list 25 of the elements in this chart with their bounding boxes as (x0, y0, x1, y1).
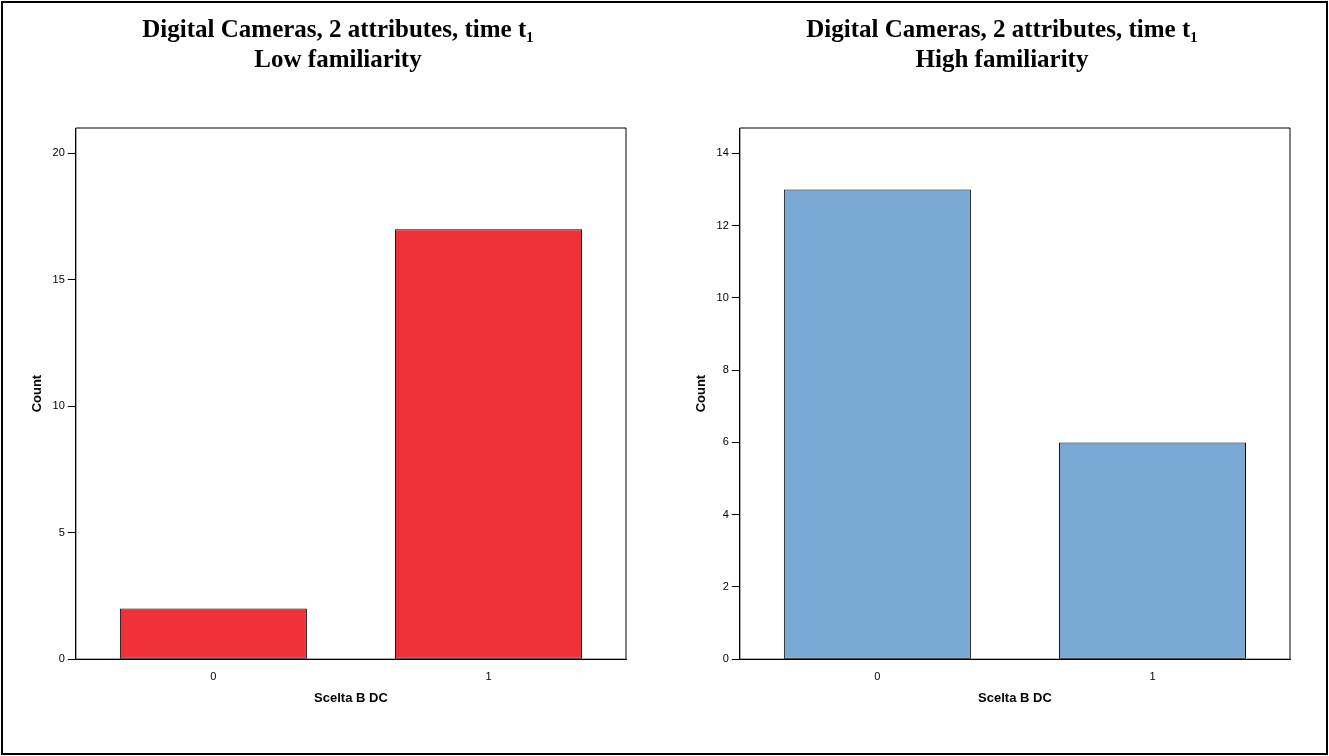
x-tick-label: 0 (874, 669, 881, 682)
y-tick-label: 0 (722, 652, 729, 665)
chart-title: Digital Cameras, 2 attributes, time t₁ (142, 15, 534, 42)
chart-title: Digital Cameras, 2 attributes, time t₁ (806, 15, 1198, 42)
x-axis-title: Scelta B DC (978, 689, 1053, 705)
y-tick-label: 10 (716, 290, 729, 303)
y-tick-label: 0 (58, 652, 65, 665)
chart-subtitle: Low familiarity (254, 45, 422, 72)
y-tick-label: 14 (716, 146, 729, 159)
y-tick-label: 2 (722, 579, 729, 592)
y-tick-label: 20 (52, 146, 65, 159)
y-tick-label: 10 (52, 399, 65, 412)
x-tick-label: 0 (210, 669, 217, 682)
y-axis-title: Count (693, 374, 709, 413)
x-tick-label: 1 (485, 669, 492, 682)
y-axis-title: Count (29, 374, 45, 413)
x-tick-label: 1 (1149, 669, 1156, 682)
y-tick-label: 6 (722, 435, 729, 448)
y-tick-label: 12 (716, 218, 729, 231)
y-tick-label: 4 (722, 507, 729, 520)
y-tick-label: 5 (58, 525, 65, 538)
y-tick-label: 15 (52, 272, 65, 285)
x-axis-title: Scelta B DC (314, 689, 389, 705)
y-tick-label: 8 (722, 363, 729, 376)
chart-subtitle: High familiarity (915, 45, 1089, 72)
